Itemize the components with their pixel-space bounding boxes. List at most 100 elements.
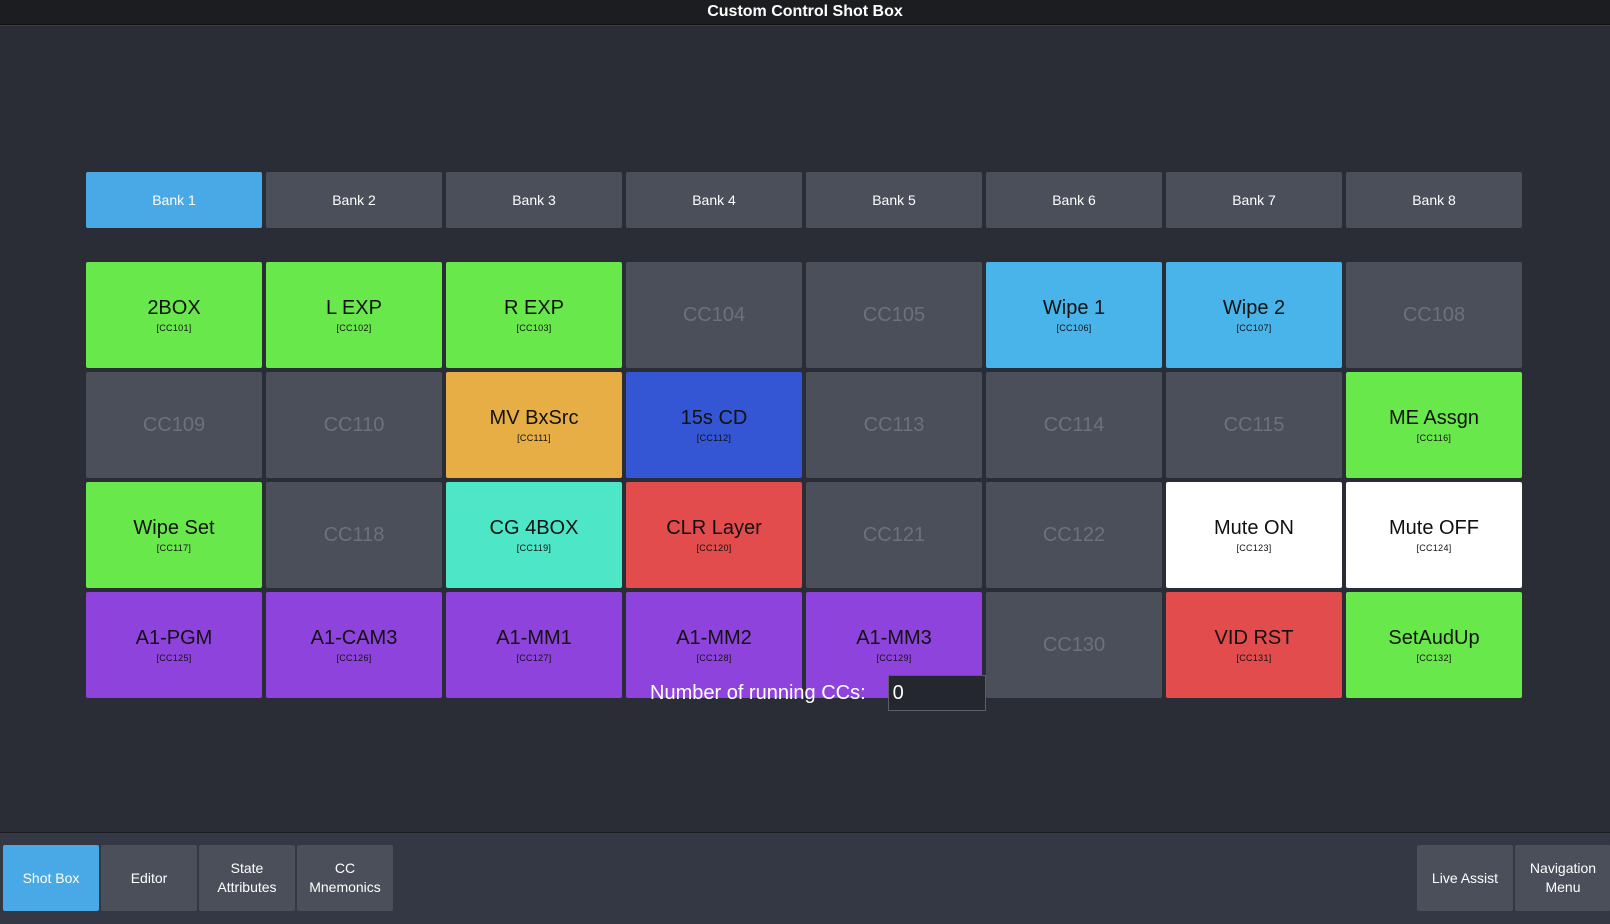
footer-tab-live-assist[interactable]: Live Assist [1417,845,1513,911]
cc-button-name: CC114 [1043,414,1105,436]
cc-button-132[interactable]: SetAudUp [CC132] [1346,592,1522,698]
cc-button-name: A1-MM1 [496,627,572,649]
cc-button-name: CC121 [862,524,926,546]
running-ccs-readout: Number of running CCs: 0 [650,674,986,712]
cc-button-code: [CC123] [1236,543,1272,553]
cc-button-name: CC122 [1042,524,1106,546]
cc-button-name: Wipe 1 [1042,297,1106,319]
cc-button-code: [CC101] [156,323,192,333]
cc-button-114[interactable]: CC114 [986,372,1162,478]
bank-2-button[interactable]: Bank 2 [266,172,442,228]
footer-tab-editor[interactable]: Editor [101,845,197,911]
cc-button-name: A1-PGM [135,627,213,649]
cc-button-code: [CC128] [696,653,732,663]
cc-button-126[interactable]: A1-CAM3 [CC126] [266,592,442,698]
cc-button-name: CC113 [863,414,925,436]
cc-button-name: Mute ON [1213,517,1295,539]
cc-button-name: R EXP [503,297,565,319]
cc-button-109[interactable]: CC109 [86,372,262,478]
cc-button-105[interactable]: CC105 [806,262,982,368]
cc-button-119[interactable]: CG 4BOX [CC119] [446,482,622,588]
cc-button-118[interactable]: CC118 [266,482,442,588]
cc-button-code: [CC132] [1416,653,1452,663]
cc-button-code: [CC124] [1416,543,1452,553]
cc-button-code: [CC116] [1416,433,1452,443]
cc-button-code: [CC111] [517,433,551,443]
cc-button-125[interactable]: A1-PGM [CC125] [86,592,262,698]
cc-button-112[interactable]: 15s CD [CC112] [626,372,802,478]
cc-button-117[interactable]: Wipe Set [CC117] [86,482,262,588]
cc-button-111[interactable]: MV BxSrc [CC111] [446,372,622,478]
cc-button-name: MV BxSrc [489,407,579,429]
cc-button-code: [CC125] [156,653,192,663]
cc-button-name: CC110 [323,414,385,436]
footer-tab-cc-mnemonics[interactable]: CC Mnemonics [297,845,393,911]
cc-button-code: [CC102] [336,323,372,333]
cc-button-code: [CC126] [336,653,372,663]
bank-6-button[interactable]: Bank 6 [986,172,1162,228]
footer-tab-shot-box[interactable]: Shot Box [3,845,99,911]
cc-button-115[interactable]: CC115 [1166,372,1342,478]
cc-button-113[interactable]: CC113 [806,372,982,478]
cc-button-122[interactable]: CC122 [986,482,1162,588]
cc-button-name: CC118 [323,524,385,546]
cc-button-code: [CC106] [1056,323,1092,333]
cc-button-131[interactable]: VID RST [CC131] [1166,592,1342,698]
cc-button-102[interactable]: L EXP [CC102] [266,262,442,368]
cc-button-116[interactable]: ME Assgn [CC116] [1346,372,1522,478]
cc-button-103[interactable]: R EXP [CC103] [446,262,622,368]
cc-button-code: [CC120] [696,543,732,553]
cc-button-name: VID RST [1214,627,1294,649]
shot-box-panel: Bank 1 Bank 2 Bank 3 Bank 4 Bank 5 Bank 6 Bank… [0,25,1610,833]
cc-button-123[interactable]: Mute ON [CC123] [1166,482,1342,588]
footer-tab-navigation-menu[interactable]: Navigation Menu [1515,845,1610,911]
cc-button-code: [CC129] [876,653,912,663]
cc-button-107[interactable]: Wipe 2 [CC107] [1166,262,1342,368]
cc-button-code: [CC112] [696,433,732,443]
cc-button-120[interactable]: CLR Layer [CC120] [626,482,802,588]
cc-button-code: [CC131] [1236,653,1272,663]
bank-1-button[interactable]: Bank 1 [86,172,262,228]
cc-button-110[interactable]: CC110 [266,372,442,478]
cc-button-name: Wipe 2 [1222,297,1286,319]
cc-button-name: A1-MM2 [676,627,752,649]
cc-button-name: ME Assgn [1388,407,1480,429]
cc-button-name: CC108 [1402,304,1466,326]
cc-button-130[interactable]: CC130 [986,592,1162,698]
footer-tab-state-attributes[interactable]: State Attributes [199,845,295,911]
window-title: Custom Control Shot Box [0,0,1610,25]
cc-button-name: A1-MM3 [856,627,932,649]
cc-button-108[interactable]: CC108 [1346,262,1522,368]
running-ccs-label: Number of running CCs: [650,681,866,704]
cc-button-code: [CC119] [516,543,552,553]
cc-button-127[interactable]: A1-MM1 [CC127] [446,592,622,698]
cc-button-101[interactable]: 2BOX [CC101] [86,262,262,368]
bank-8-button[interactable]: Bank 8 [1346,172,1522,228]
cc-button-code: [CC103] [516,323,552,333]
cc-button-121[interactable]: CC121 [806,482,982,588]
cc-button-106[interactable]: Wipe 1 [CC106] [986,262,1162,368]
cc-button-124[interactable]: Mute OFF [CC124] [1346,482,1522,588]
cc-button-name: CLR Layer [666,517,762,539]
cc-button-name: CC115 [1223,414,1285,436]
bank-5-button[interactable]: Bank 5 [806,172,982,228]
cc-button-code: [CC107] [1236,323,1272,333]
cc-button-name: CC105 [862,304,926,326]
cc-button-name: SetAudUp [1388,627,1480,649]
cc-button-name: Mute OFF [1388,517,1479,539]
bank-7-button[interactable]: Bank 7 [1166,172,1342,228]
cc-button-104[interactable]: CC104 [626,262,802,368]
cc-button-name: 2BOX [147,297,201,319]
cc-button-name: Wipe Set [133,517,215,539]
cc-button-name: 15s CD [680,407,748,429]
cc-button-name: CG 4BOX [489,517,579,539]
bank-4-button[interactable]: Bank 4 [626,172,802,228]
bank-3-button[interactable]: Bank 3 [446,172,622,228]
cc-button-name: CC109 [142,414,206,436]
cc-button-name: L EXP [326,297,382,319]
footer-nav: Shot Box Editor State Attributes CC Mnemoni… [0,832,1610,924]
cc-button-name: A1-CAM3 [310,627,398,649]
cc-button-code: [CC117] [156,543,192,553]
running-ccs-field: 0 [887,675,986,711]
cc-button-128[interactable]: A1-MM2 [CC128] [626,592,802,698]
